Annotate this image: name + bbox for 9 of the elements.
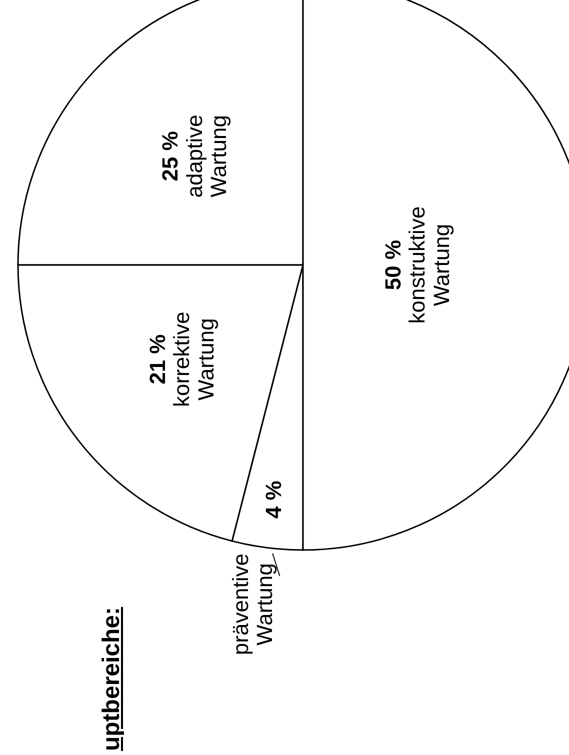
slice-label: konstruktive Wartung	[404, 206, 454, 324]
slice-label: korrektive Wartung	[169, 312, 218, 408]
data-label: 25 %	[158, 131, 183, 182]
data-label: 4 %	[260, 480, 286, 519]
text: uptbereiche:	[98, 606, 126, 751]
data-label: 21 %	[144, 334, 170, 384]
slice-label: adaptive Wartung	[182, 114, 232, 198]
data-label: 50 %	[380, 240, 406, 290]
slice-label: präventive Wartung	[228, 554, 278, 656]
